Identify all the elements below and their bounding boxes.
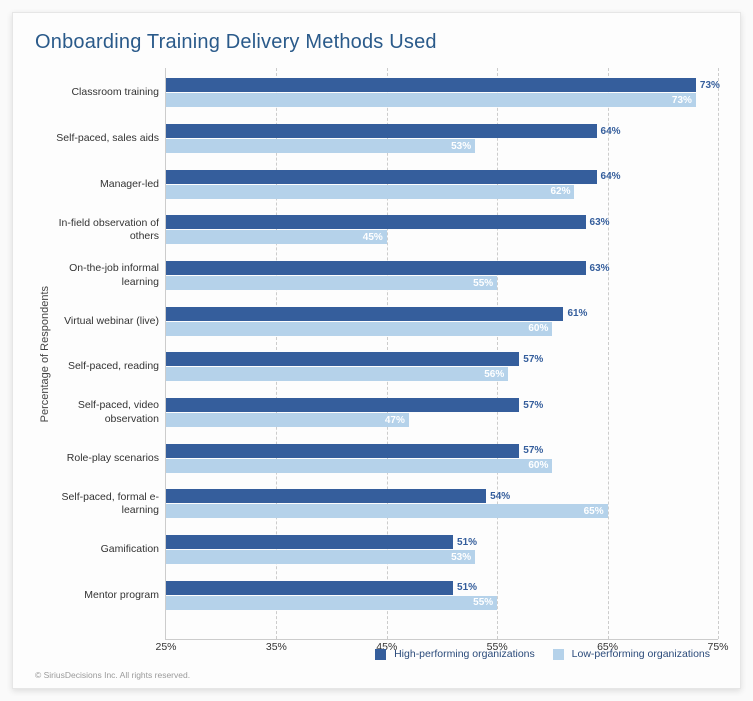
- category-label: Gamification: [55, 527, 165, 573]
- legend-swatch-high: [375, 649, 386, 660]
- bar-low: 56%: [166, 367, 508, 381]
- bar-low: 45%: [166, 230, 387, 244]
- chart-card: Onboarding Training Delivery Methods Use…: [12, 12, 741, 689]
- bar-value: 53%: [451, 552, 471, 563]
- bar-group: 64% 53%: [166, 116, 718, 162]
- bar-value: 45%: [363, 232, 383, 243]
- legend-item-high: High-performing organizations: [375, 648, 535, 660]
- bar-value: 60%: [528, 460, 548, 471]
- bar-low: 47%: [166, 413, 409, 427]
- bar-high: 63%: [166, 261, 586, 275]
- bar-low: 53%: [166, 139, 475, 153]
- category-label: Virtual webinar (live): [55, 298, 165, 344]
- bar-group: 73% 73%: [166, 70, 718, 116]
- legend: High-performing organizations Low-perfor…: [375, 648, 710, 660]
- bar-value: 64%: [601, 126, 621, 137]
- legend-item-low: Low-performing organizations: [553, 648, 710, 660]
- legend-label-low: Low-performing organizations: [572, 648, 710, 660]
- bar-value: 63%: [590, 263, 610, 274]
- bar-high: 51%: [166, 535, 453, 549]
- bar-low: 60%: [166, 322, 552, 336]
- bar-value: 73%: [672, 95, 692, 106]
- x-tick: 75%: [707, 641, 728, 653]
- bar-high: 73%: [166, 78, 696, 92]
- x-tick: 35%: [266, 641, 287, 653]
- bar-group: 61% 60%: [166, 298, 718, 344]
- bar-value: 57%: [523, 354, 543, 365]
- bar-group: 64% 62%: [166, 161, 718, 207]
- bar-low: 73%: [166, 93, 696, 107]
- bar-high: 63%: [166, 215, 586, 229]
- bar-value: 57%: [523, 445, 543, 456]
- category-label: Self-paced, reading: [55, 344, 165, 390]
- category-label: Manager-led: [55, 161, 165, 207]
- category-label: Self-paced, formal e-learning: [55, 481, 165, 527]
- bar-high: 57%: [166, 444, 519, 458]
- bar-group: 57% 60%: [166, 435, 718, 481]
- chart-area: Percentage of Respondents Classroom trai…: [35, 68, 718, 640]
- category-label: In-field observation of others: [55, 207, 165, 253]
- bar-group: 51% 53%: [166, 527, 718, 573]
- bar-value: 57%: [523, 400, 543, 411]
- x-tick: 25%: [155, 641, 176, 653]
- bar-value: 55%: [473, 597, 493, 608]
- bar-value: 73%: [700, 80, 720, 91]
- category-label: Role-play scenarios: [55, 435, 165, 481]
- bar-high: 57%: [166, 352, 519, 366]
- bar-group: 54% 65%: [166, 481, 718, 527]
- bar-low: 65%: [166, 504, 608, 518]
- bar-value: 65%: [584, 506, 604, 517]
- bar-low: 55%: [166, 276, 497, 290]
- bar-group: 57% 56%: [166, 344, 718, 390]
- category-label: Self-paced, video observation: [55, 390, 165, 436]
- bar-value: 54%: [490, 491, 510, 502]
- category-label: Classroom training: [55, 70, 165, 116]
- bar-high: 51%: [166, 581, 453, 595]
- bar-high: 64%: [166, 124, 597, 138]
- gridline: [718, 68, 719, 639]
- bar-high: 57%: [166, 398, 519, 412]
- bar-high: 54%: [166, 489, 486, 503]
- bar-value: 53%: [451, 141, 471, 152]
- bar-low: 53%: [166, 550, 475, 564]
- legend-label-high: High-performing organizations: [394, 648, 535, 660]
- bars-layer: 73%73%64%53%64%62%63%45%63%55%61%60%57%5…: [166, 68, 718, 618]
- category-label: Self-paced, sales aids: [55, 116, 165, 162]
- bar-high: 64%: [166, 170, 597, 184]
- category-labels: Classroom trainingSelf-paced, sales aids…: [55, 68, 165, 618]
- bar-value: 60%: [528, 323, 548, 334]
- bar-low: 55%: [166, 596, 497, 610]
- legend-swatch-low: [553, 649, 564, 660]
- chart-title: Onboarding Training Delivery Methods Use…: [35, 31, 718, 54]
- bar-value: 56%: [484, 369, 504, 380]
- bar-value: 64%: [601, 171, 621, 182]
- bar-value: 61%: [567, 308, 587, 319]
- copyright: © SiriusDecisions Inc. All rights reserv…: [35, 670, 190, 680]
- bar-low: 62%: [166, 185, 574, 199]
- bar-group: 51% 55%: [166, 572, 718, 618]
- bar-value: 47%: [385, 415, 405, 426]
- bar-high: 61%: [166, 307, 563, 321]
- plot-area: 73%73%64%53%64%62%63%45%63%55%61%60%57%5…: [165, 68, 718, 640]
- bar-value: 55%: [473, 278, 493, 289]
- bar-group: 57% 47%: [166, 390, 718, 436]
- y-axis-label: Percentage of Respondents: [35, 286, 55, 422]
- category-label: On-the-job informal learning: [55, 253, 165, 299]
- bar-value: 51%: [457, 582, 477, 593]
- bar-value: 51%: [457, 537, 477, 548]
- bar-group: 63% 45%: [166, 207, 718, 253]
- bar-value: 63%: [590, 217, 610, 228]
- bar-group: 63% 55%: [166, 253, 718, 299]
- bar-low: 60%: [166, 459, 552, 473]
- category-label: Mentor program: [55, 572, 165, 618]
- bar-value: 62%: [550, 186, 570, 197]
